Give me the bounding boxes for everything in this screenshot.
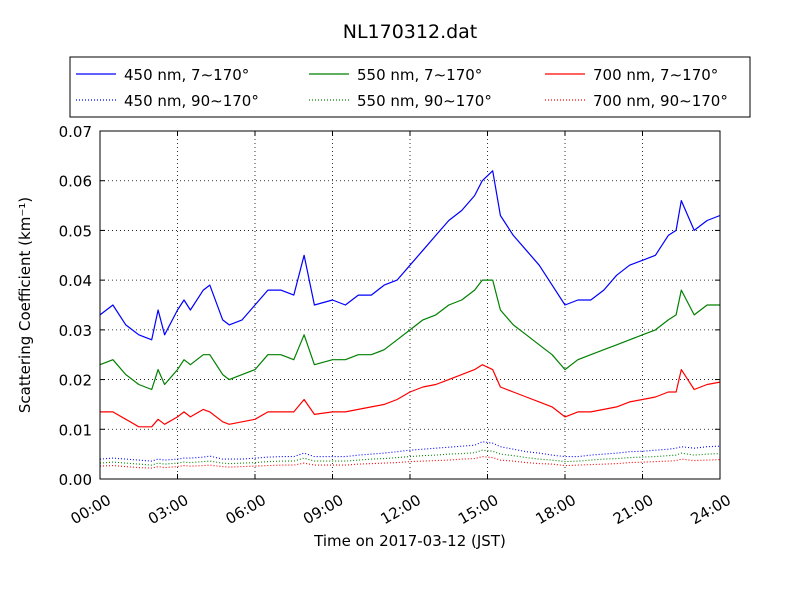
grid (100, 131, 720, 479)
legend-label: 450 nm, 7∼170° (124, 66, 249, 84)
series-line-4 (100, 364, 721, 428)
legend: 450 nm, 7∼170° 450 nm, 90∼170° 550 nm, 7∼1… (69, 56, 751, 118)
legend-label: 700 nm, 90∼170° (593, 92, 728, 110)
y-tick-label: 0.01 (59, 421, 92, 439)
y-tick-label: 0.02 (59, 372, 92, 390)
series-line-1 (99, 441, 721, 462)
legend-label: 700 nm, 7∼170° (593, 66, 718, 84)
legend-box (69, 56, 751, 118)
legend-label: 450 nm, 90∼170° (124, 92, 259, 110)
series-line-3 (99, 449, 721, 466)
series-group (99, 170, 721, 469)
y-tick-label: 0.03 (59, 322, 92, 340)
legend-label: 550 nm, 7∼170° (357, 66, 482, 84)
y-tick-label: 0.00 (59, 471, 92, 489)
x-axis-label: Time on 2017-03-12 (JST) (313, 532, 506, 550)
series-line-2 (99, 279, 720, 391)
y-tick-label: 0.07 (59, 123, 92, 141)
y-tick-label: 0.05 (59, 222, 92, 240)
legend-label: 550 nm, 90∼170° (357, 92, 492, 110)
y-tick-label: 0.06 (59, 173, 92, 191)
y-tick-label: 0.04 (59, 272, 92, 290)
series-line-0 (99, 170, 721, 341)
chart-title: NL170312.dat (343, 21, 478, 43)
y-axis-label: Scattering Coefficient (km⁻¹) (16, 197, 34, 413)
